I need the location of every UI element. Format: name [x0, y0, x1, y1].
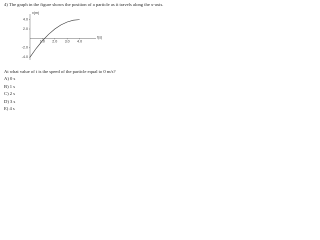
y-tick-label: 2.0: [23, 27, 28, 31]
x-tick-label: 1.0: [40, 39, 45, 43]
y-tick-label: -2.0: [22, 46, 28, 50]
x-tick-label: 2.0: [52, 39, 57, 43]
y-tick-label: 4.0: [23, 18, 28, 22]
option[interactable]: A) 0 s: [4, 76, 16, 81]
curve: [29, 19, 80, 58]
figure: x(m) t(s) 4.0 2.0 -2.0 -4.0 1.0 2.0 3.0 4.0: [22, 11, 102, 60]
option[interactable]: B) 1 s: [4, 83, 15, 89]
question: 4) The graph in the figure shows the pos…: [4, 2, 164, 7]
option[interactable]: E) 4 s: [4, 106, 15, 111]
x-tick-label: 3.0: [65, 39, 70, 43]
option[interactable]: D) 3 s: [4, 98, 16, 104]
y-axis-label: x(m): [32, 11, 39, 15]
x-tick-label: 4.0: [77, 39, 82, 43]
page: 4) The graph in the figure shows the pos…: [0, 0, 200, 118]
option[interactable]: C) 2 s: [4, 91, 15, 96]
x-axis-label: t(s): [97, 35, 102, 39]
prompt: At what value of t is the speed of the p…: [4, 69, 116, 74]
y-tick-label: -4.0: [22, 55, 28, 59]
